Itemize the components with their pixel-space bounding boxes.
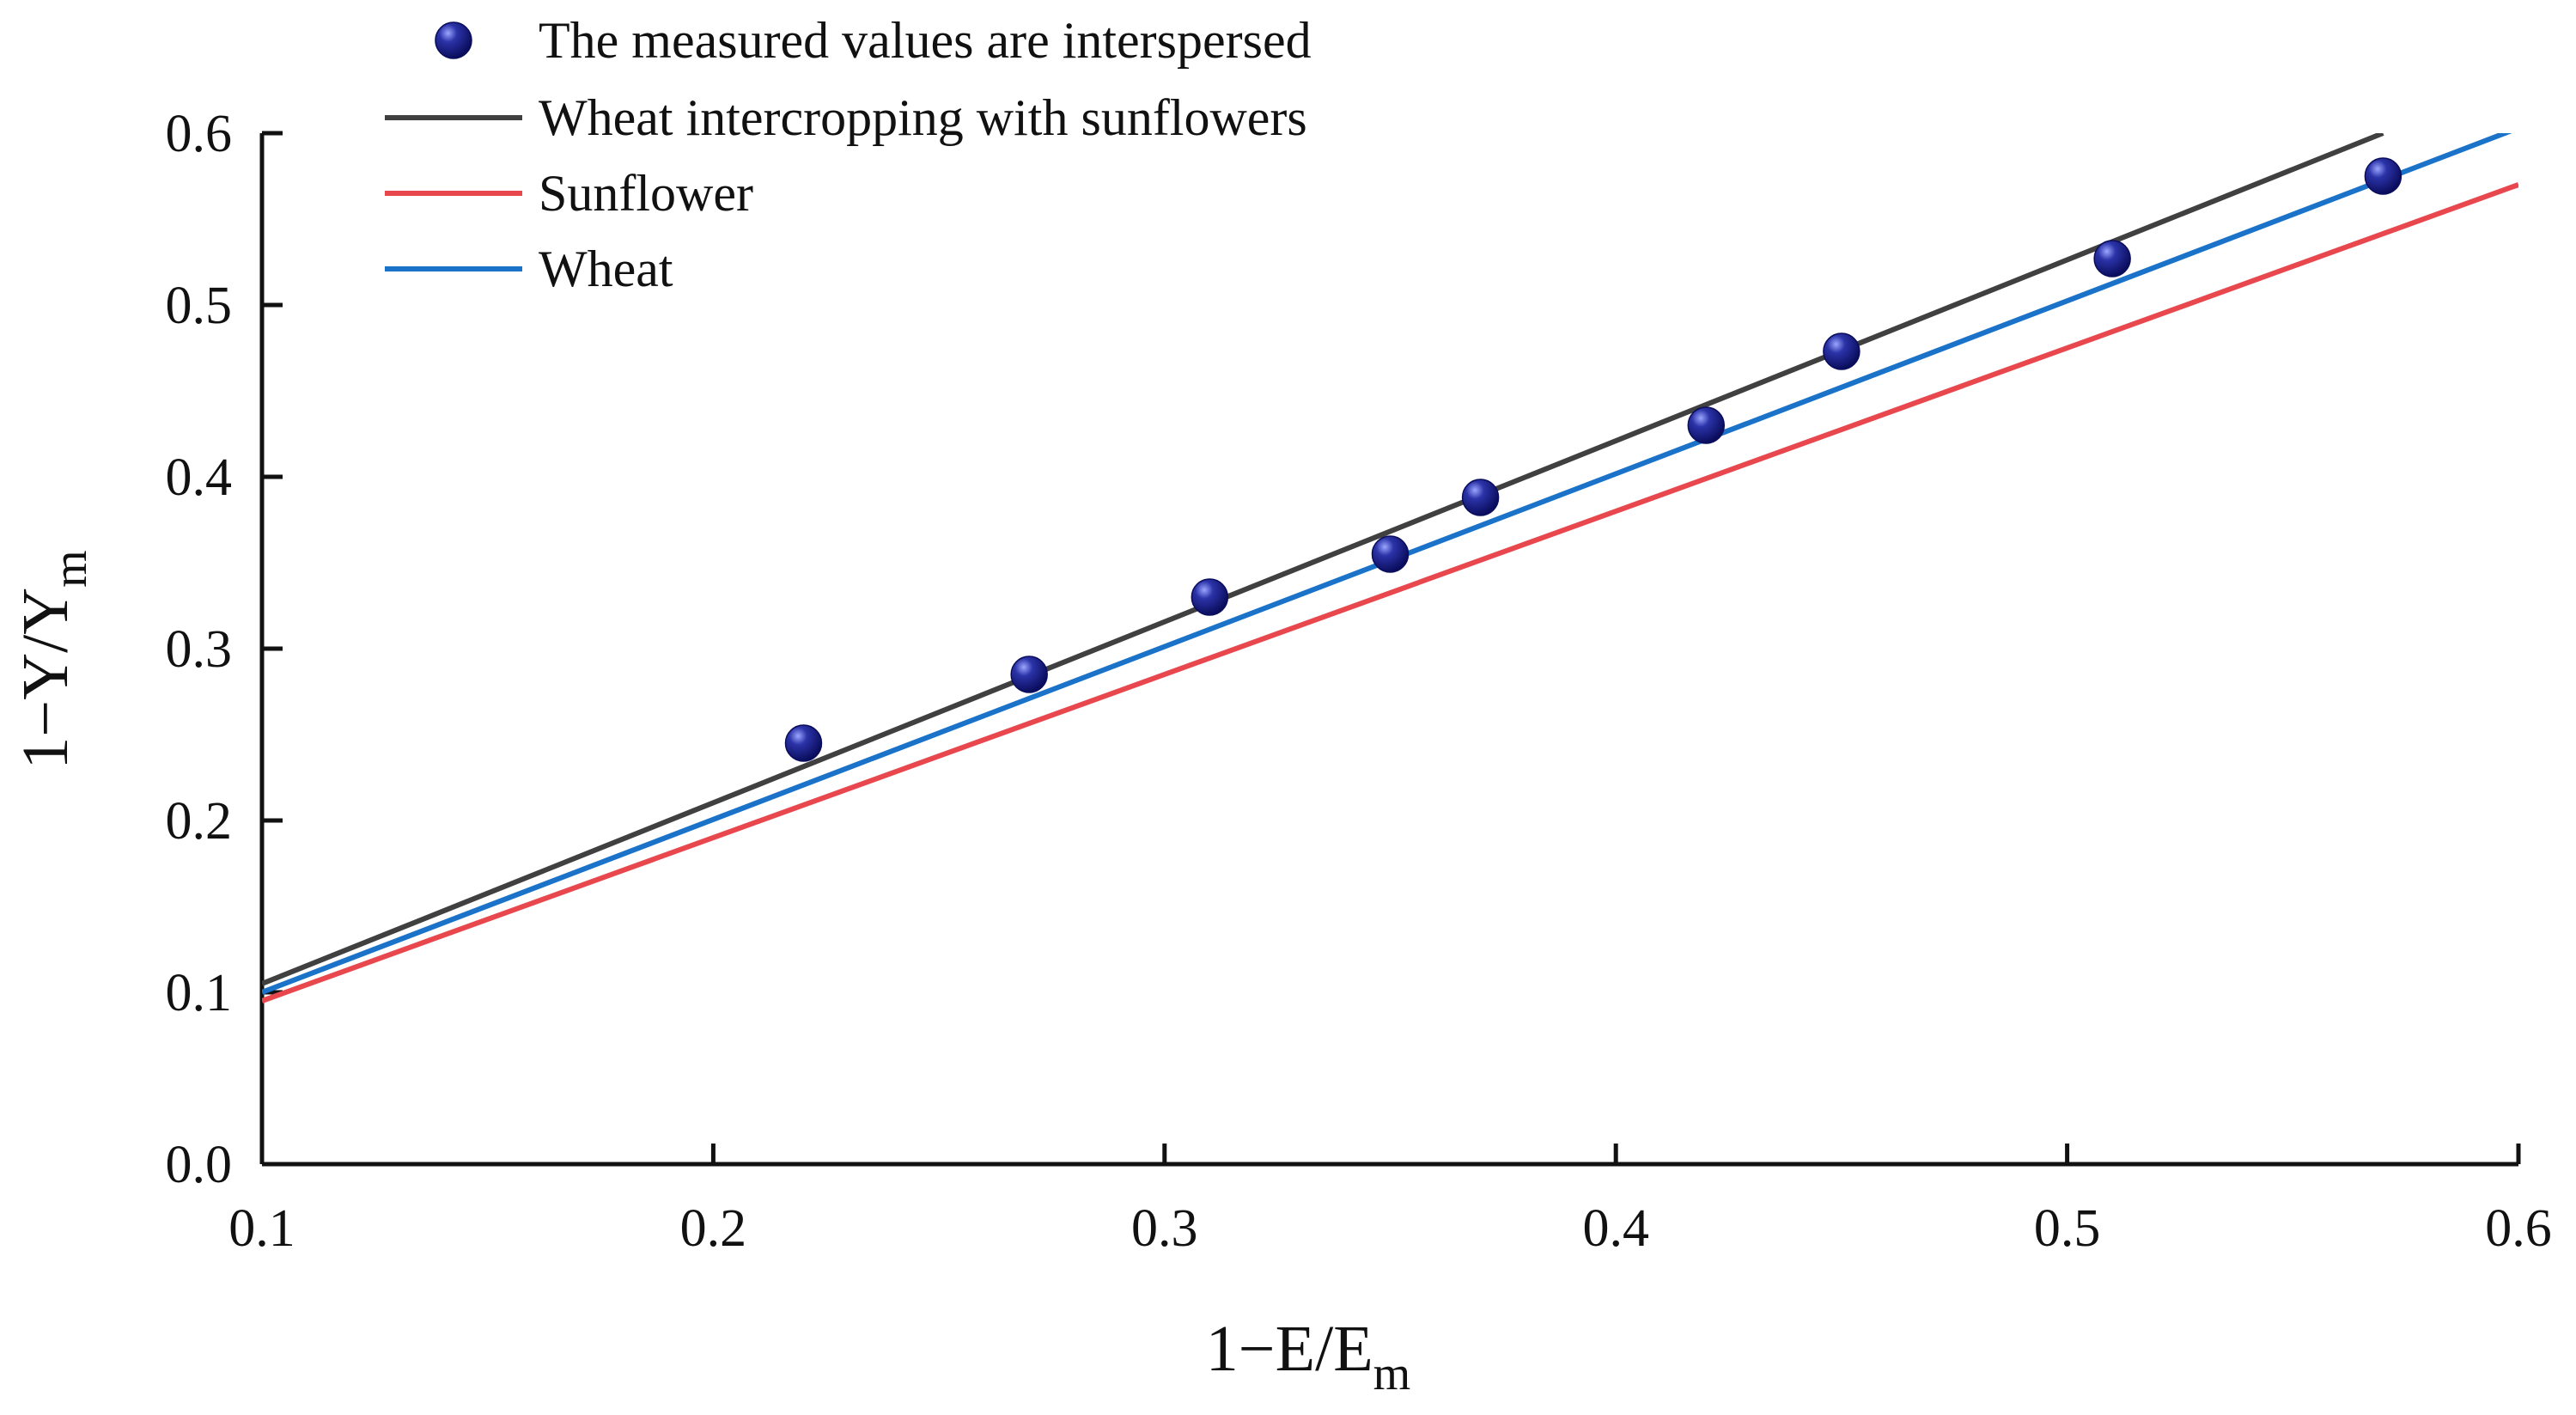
y-tick-label: 0.1 xyxy=(166,964,233,1022)
series-line-wheat-intercropping-with-sunflowers xyxy=(262,133,2384,986)
legend-label-measured: The measured values are interspersed xyxy=(539,12,1312,69)
scatter-point xyxy=(1010,656,1048,693)
y-tick-label: 0.3 xyxy=(166,620,233,679)
scatter-point xyxy=(2093,240,2131,278)
x-axis-title: 1−E/Em xyxy=(1206,1313,1410,1400)
scatter-point xyxy=(2364,157,2402,195)
y-tick-label: 0.5 xyxy=(166,277,233,335)
legend-label-wheat: Wheat xyxy=(539,241,673,297)
x-axis-ticks: 0.1 0.2 0.3 0.4 0.5 0.6 xyxy=(228,1144,2552,1258)
x-axis-title-subscript: m xyxy=(1373,1347,1411,1400)
x-axis-title-main: 1−E/E xyxy=(1206,1313,1373,1385)
scatter-points xyxy=(784,157,2402,762)
y-tick-label: 0.0 xyxy=(166,1136,233,1194)
x-tick-label: 0.2 xyxy=(680,1199,747,1258)
scatter-point xyxy=(1461,479,1500,516)
x-tick-label: 0.1 xyxy=(228,1199,295,1258)
x-tick-label: 0.3 xyxy=(1131,1199,1198,1258)
y-axis-title-main: 1−Y/Y xyxy=(9,588,82,770)
legend-label-sunflower: Sunflower xyxy=(539,165,753,222)
x-tick-label: 0.4 xyxy=(1582,1199,1649,1258)
scatter-point xyxy=(1823,332,1860,370)
scatter-point xyxy=(1687,406,1726,444)
scatter-point xyxy=(784,724,823,762)
scatter-point xyxy=(1371,535,1410,573)
y-axis-title: 1−Y/Ym xyxy=(9,550,97,769)
y-axis-ticks: 0.0 0.1 0.2 0.3 0.4 0.5 0.6 xyxy=(166,105,283,1194)
legend-marker-measured xyxy=(435,21,472,59)
series-line-sunflower xyxy=(262,182,2518,1003)
legend-label-wheat-intercropping-with-sunflowers: Wheat intercropping with sunflowers xyxy=(539,89,1307,146)
y-tick-label: 0.6 xyxy=(166,105,233,163)
scatter-point xyxy=(1191,578,1229,616)
y-tick-label: 0.4 xyxy=(166,448,233,507)
x-tick-label: 0.5 xyxy=(2034,1199,2101,1258)
x-tick-label: 0.6 xyxy=(2485,1199,2552,1258)
y-axis-title-subscript: m xyxy=(44,550,97,588)
y-tick-label: 0.2 xyxy=(166,792,233,851)
legend: The measured values are interspersed Whea… xyxy=(385,12,1312,297)
